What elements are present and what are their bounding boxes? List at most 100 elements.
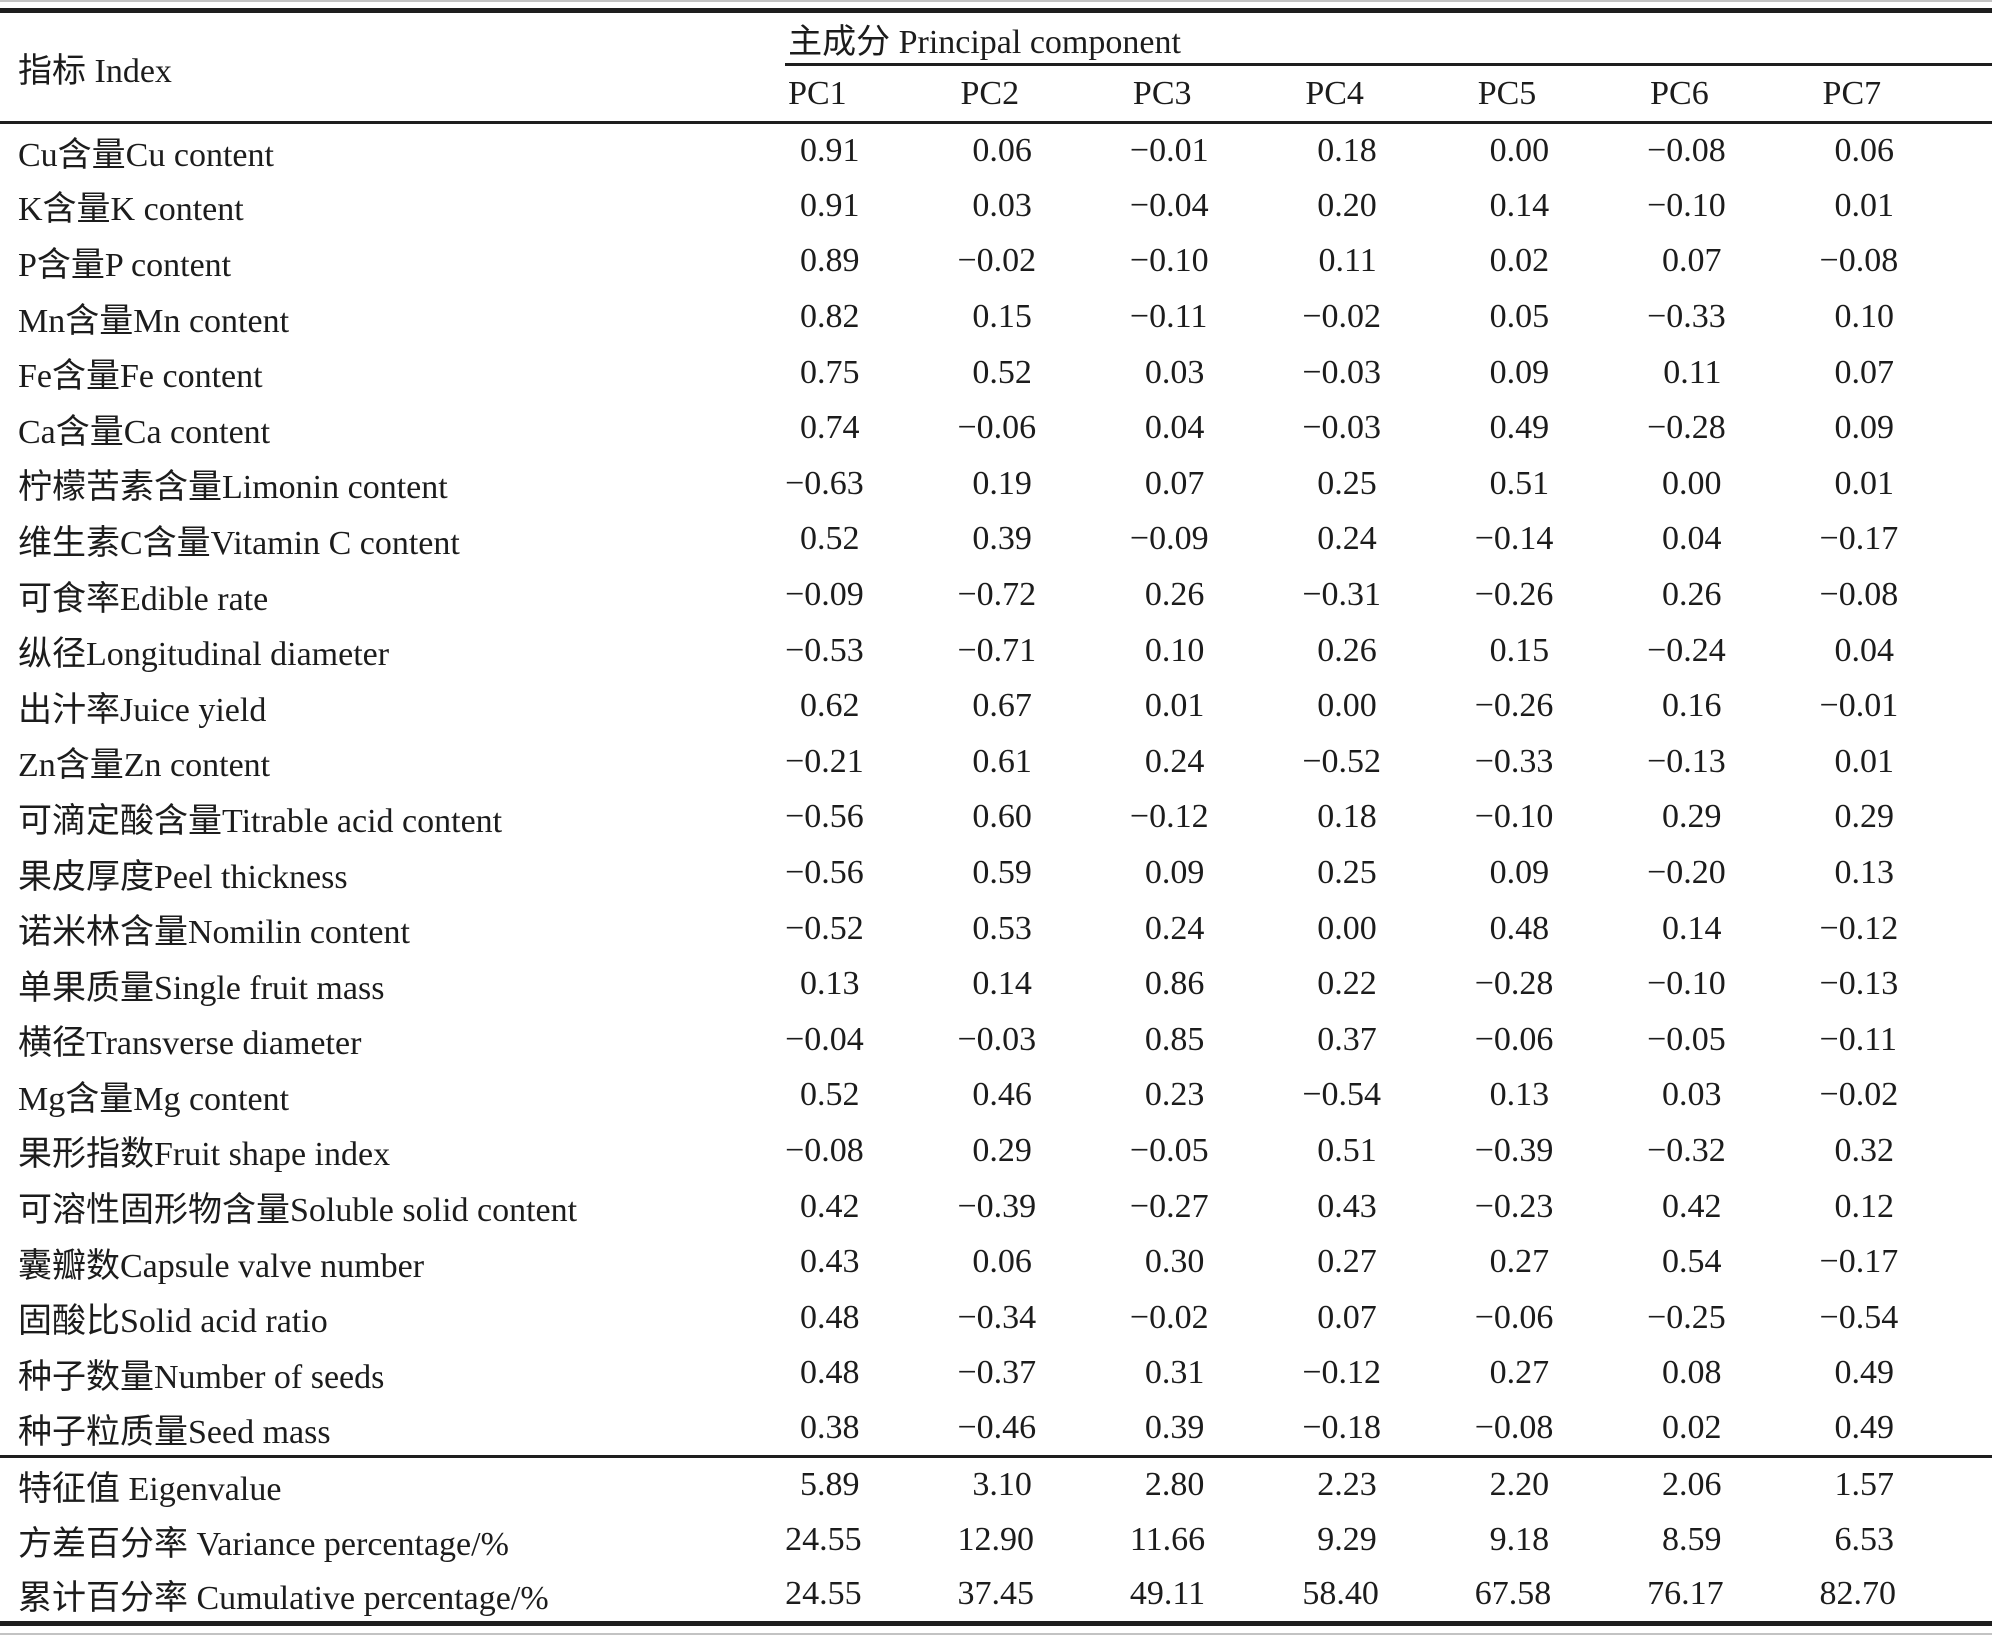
value-cell: 9.29 — [1317, 1521, 1377, 1559]
row-label: K含量K content — [18, 191, 244, 229]
value-cell: 0.09 — [1489, 353, 1550, 391]
table-row: 横径Transverse diameter −0.04 −0.03 0.85 0.37 −… — [0, 1012, 1992, 1068]
value-cell: 0.24 — [1144, 742, 1205, 780]
value-cell: −0.12 — [1129, 798, 1209, 836]
value-cell: 58.40 — [1302, 1575, 1379, 1613]
row-label: 可食率Edible rate — [18, 580, 269, 618]
value-cell: −0.08 — [1647, 132, 1726, 170]
value-cell: −0.25 — [1647, 1298, 1726, 1336]
value-cell: 11.66 — [1129, 1521, 1206, 1559]
value-cell: 0.49 — [1489, 409, 1550, 447]
value-cell: 0.86 — [1144, 965, 1205, 1003]
value-cell: −0.31 — [1302, 576, 1381, 614]
value-cell: 0.42 — [1662, 1187, 1722, 1225]
value-cell: −0.08 — [1474, 1409, 1554, 1447]
table-row: 维生素C含量Vitamin C content 0.52 0.39 −0.09 0.24… — [0, 512, 1992, 568]
value-cell: −0.26 — [1474, 576, 1554, 614]
value-cell: 2.20 — [1474, 1455, 1648, 1513]
value-cell: −0.11 — [1129, 298, 1208, 336]
value-cell: 0.29 — [1834, 798, 1895, 836]
row-label: 方差百分率 Variance percentage/% — [18, 1525, 509, 1563]
value-cell: 0.59 — [972, 854, 1032, 892]
value-cell: 0.18 — [1317, 798, 1377, 836]
row-label: 纵径Longitudinal diameter — [18, 636, 390, 674]
value-cell: −0.53 — [785, 631, 864, 669]
table-row: 单果质量Single fruit mass 0.13 0.14 0.86 0.22 −0.… — [0, 956, 1992, 1012]
value-cell: 0.27 — [1489, 1354, 1550, 1392]
row-label: 维生素C含量Vitamin C content — [18, 524, 460, 562]
value-cell: −0.01 — [1129, 132, 1209, 170]
value-cell: −0.09 — [785, 576, 864, 614]
pc-header-5: PC5 — [1474, 64, 1648, 124]
row-label: 固酸比Solid acid ratio — [18, 1303, 328, 1341]
value-cell: 0.26 — [1144, 576, 1205, 614]
value-cell: 0.38 — [800, 1409, 860, 1447]
value-cell: 0.16 — [1662, 687, 1722, 725]
table-row: P含量P content 0.89 −0.02 −0.10 0.11 0.02 0.07 −0… — [0, 234, 1992, 290]
value-cell: 0.74 — [800, 409, 860, 447]
value-cell: 0.13 — [1489, 1076, 1550, 1114]
value-cell: −0.08 — [1819, 242, 1899, 280]
value-cell: −0.56 — [785, 798, 864, 836]
pc-header-3: PC3 — [1129, 64, 1303, 124]
value-cell: 0.89 — [800, 242, 860, 280]
table-row: 纵径Longitudinal diameter −0.53 −0.71 0.10 0.2… — [0, 623, 1992, 679]
pca-loadings-table: 指标 Index 主成分 Principal component PC1 PC2 P… — [0, 8, 1992, 1627]
value-cell: 0.62 — [800, 687, 860, 725]
value-cell: −0.56 — [785, 854, 864, 892]
value-cell: −0.04 — [1129, 186, 1209, 224]
row-label: Fe含量Fe content — [18, 358, 263, 396]
bottom-outer-rule — [0, 1633, 1992, 1636]
value-cell: 0.43 — [800, 1243, 860, 1281]
pc-header-4: PC4 — [1302, 64, 1475, 124]
value-cell: −0.03 — [1302, 353, 1381, 391]
value-cell: 0.09 — [1834, 409, 1895, 447]
value-cell: −0.13 — [1647, 742, 1726, 780]
value-cell: −0.27 — [1129, 1187, 1209, 1225]
value-cell: −0.09 — [1129, 520, 1209, 558]
value-cell: 0.02 — [1662, 1409, 1722, 1447]
value-cell: −0.06 — [1474, 1298, 1554, 1336]
row-label: 可溶性固形物含量Soluble solid content — [18, 1192, 578, 1230]
value-cell: −0.12 — [1819, 909, 1899, 947]
value-cell: 0.48 — [1489, 909, 1550, 947]
value-cell: 0.61 — [972, 742, 1032, 780]
value-cell: 0.03 — [972, 186, 1032, 224]
value-cell: 0.30 — [1144, 1243, 1205, 1281]
value-cell: −0.39 — [1474, 1131, 1554, 1169]
value-cell: 3.10 — [957, 1455, 1130, 1513]
value-cell: 76.17 — [1647, 1575, 1724, 1613]
row-label: 诺米林含量Nomilin content — [18, 914, 410, 952]
value-cell: 2.80 — [1129, 1455, 1303, 1513]
table-row: 累计百分率 Cumulative percentage/% 24.55 37.45 4… — [0, 1568, 1992, 1624]
value-cell: −0.08 — [785, 1131, 864, 1169]
row-label: 单果质量Single fruit mass — [18, 969, 385, 1007]
value-cell: 0.51 — [1489, 464, 1550, 502]
value-cell: 0.26 — [1662, 576, 1722, 614]
value-cell: 0.39 — [972, 520, 1032, 558]
value-cell: 0.11 — [1318, 242, 1377, 280]
value-cell: 0.03 — [1662, 1076, 1722, 1114]
value-cell: 0.52 — [800, 520, 860, 558]
value-cell: 0.32 — [1834, 1131, 1895, 1169]
value-cell: 0.26 — [1317, 631, 1377, 669]
value-cell: 0.00 — [1489, 132, 1550, 170]
value-cell: 0.24 — [1144, 909, 1205, 947]
value-cell: −0.52 — [785, 909, 864, 947]
value-cell: 24.55 — [785, 1575, 862, 1613]
value-cell: 0.00 — [1662, 464, 1722, 502]
value-cell: 0.48 — [800, 1354, 860, 1392]
value-cell: 0.43 — [1317, 1187, 1377, 1225]
table-row: Cu含量Cu content 0.91 0.06 −0.01 0.18 0.00 −0.08… — [0, 123, 1992, 179]
row-label: 果皮厚度Peel thickness — [18, 858, 348, 896]
row-label: Ca含量Ca content — [18, 413, 271, 451]
value-cell: −0.12 — [1302, 1354, 1381, 1392]
value-cell: 2.06 — [1647, 1455, 1820, 1513]
value-cell: 0.18 — [1317, 132, 1377, 170]
value-cell: −0.37 — [957, 1354, 1037, 1392]
value-cell: 2.23 — [1302, 1455, 1475, 1513]
value-cell: −0.02 — [957, 242, 1037, 280]
value-cell: 0.01 — [1834, 742, 1895, 780]
value-cell: 49.11 — [1129, 1575, 1206, 1613]
table-row: 种子数量Number of seeds 0.48 −0.37 0.31 −0.12 0.2… — [0, 1346, 1992, 1402]
